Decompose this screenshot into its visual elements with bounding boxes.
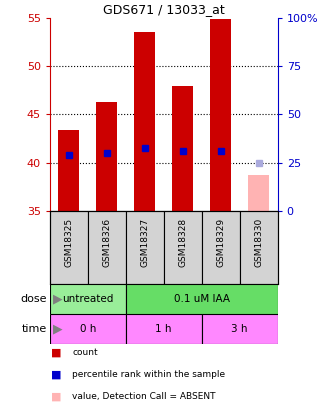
Text: count: count [72,348,98,357]
Text: ■: ■ [51,392,62,402]
Bar [50,211,88,284]
Bar [126,314,202,344]
Bar [50,284,126,314]
Text: 3 h: 3 h [231,324,248,334]
Text: GSM18325: GSM18325 [64,218,73,267]
Bar [134,32,155,211]
Text: GSM18330: GSM18330 [254,218,263,267]
Text: 0.1 uM IAA: 0.1 uM IAA [174,294,230,304]
Text: GSM18326: GSM18326 [102,218,111,267]
Text: time: time [21,324,47,334]
Bar [50,314,126,344]
Text: ■: ■ [51,370,62,379]
Text: GSM18328: GSM18328 [178,218,187,267]
Text: GSM18329: GSM18329 [216,218,225,267]
Text: 1 h: 1 h [155,324,172,334]
Text: value, Detection Call = ABSENT: value, Detection Call = ABSENT [72,392,216,401]
Text: percentile rank within the sample: percentile rank within the sample [72,370,225,379]
Bar [240,211,278,284]
Text: ▶: ▶ [53,322,63,336]
Bar [248,175,269,211]
Bar [96,102,117,211]
Text: ■: ■ [51,347,62,357]
Bar [126,211,164,284]
Bar [126,284,278,314]
Text: GSM18327: GSM18327 [140,218,149,267]
Text: untreated: untreated [62,294,113,304]
Text: dose: dose [20,294,47,304]
Bar [202,314,278,344]
Bar [210,19,231,211]
Bar [164,211,202,284]
Bar [172,85,193,211]
Text: 0 h: 0 h [80,324,96,334]
Bar [202,211,240,284]
Bar [58,130,79,211]
Text: ▶: ▶ [53,292,63,305]
Bar [88,211,126,284]
Title: GDS671 / 13033_at: GDS671 / 13033_at [103,3,225,16]
